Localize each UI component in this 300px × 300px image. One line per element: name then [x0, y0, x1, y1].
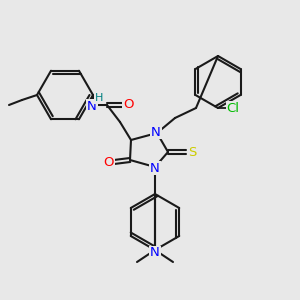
Text: N: N — [150, 161, 160, 175]
Text: N: N — [150, 247, 160, 260]
Text: O: O — [123, 98, 133, 112]
Text: H: H — [95, 93, 103, 103]
Text: O: O — [104, 155, 114, 169]
Text: Cl: Cl — [226, 101, 239, 115]
Text: N: N — [87, 100, 97, 112]
Text: S: S — [188, 146, 196, 158]
Text: N: N — [151, 125, 161, 139]
